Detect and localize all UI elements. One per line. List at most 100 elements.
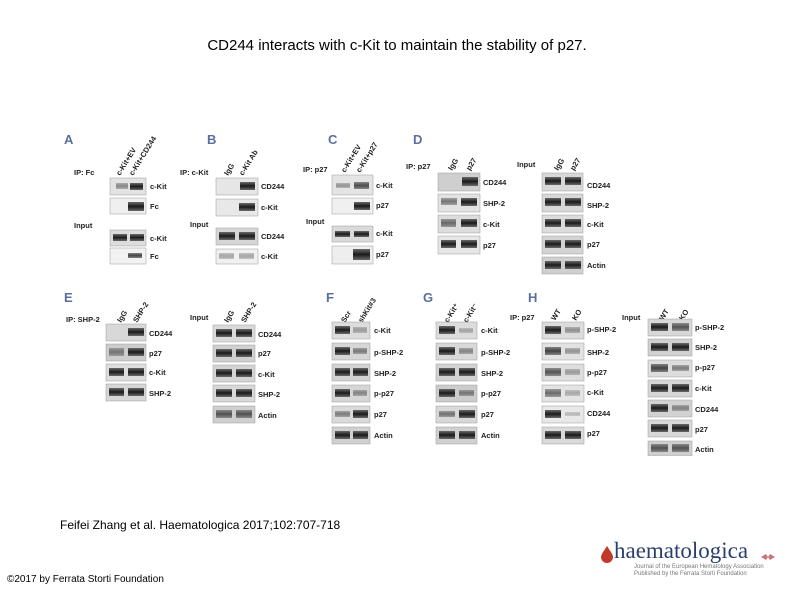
panel-c-row-1: c-Kit [376, 181, 393, 190]
panel-c-blot-3 [331, 225, 374, 243]
panel-d-letter: D [413, 132, 422, 147]
logo-tagline-2: Published by the Ferrata Storti Foundati… [634, 571, 747, 577]
panel-h-input-row-6: p27 [695, 425, 708, 434]
panel-e-input-label: Input [190, 313, 209, 322]
panel-e-ip-label: IP: SHP-2 [66, 315, 100, 324]
panel-h-input-row-3: p-p27 [695, 363, 715, 372]
copyright-notice: ©2017 by Ferrata Storti Foundation [7, 574, 164, 585]
panel-e-input-lane-2: SHP-2 [239, 301, 258, 325]
panel-a-input-label: Input [74, 221, 93, 230]
panel-d-input-row-2: SHP-2 [587, 201, 609, 210]
panel-c-letter: C [328, 132, 338, 147]
panel-g-lane-1: c-Kit⁺ [442, 302, 461, 324]
panel-d-lane-1: IgG [446, 157, 460, 173]
panel-g-lane-2: c-Kit⁻ [461, 302, 480, 324]
panel-f-row-1: c-Kit [374, 326, 391, 335]
panel-g: G c-Kit⁺ c-Kit⁻ c-Kit p-SHP-2 SHP-2 p-p2… [423, 290, 510, 445]
panel-a-row-4: Fc [150, 252, 159, 261]
panel-g-row-4: p-p27 [481, 389, 501, 398]
panel-c-input-label: Input [306, 217, 325, 226]
panel-c-ip-label: IP: p27 [303, 165, 328, 174]
blood-drop-icon [601, 546, 613, 563]
panel-c-row-3: c-Kit [376, 229, 393, 238]
panel-e-input-row-4: SHP-2 [258, 390, 280, 399]
panel-e-input-row-3: c-Kit [258, 370, 275, 379]
panel-b-ip-label: IP: c-Kit [180, 168, 209, 177]
panel-b-lane-1: IgG [222, 162, 236, 178]
panel-g-letter: G [423, 290, 433, 305]
panel-d-ip-row-1: CD244 [483, 178, 507, 187]
panel-d-input-lane-2: p27 [568, 156, 582, 172]
emblem-icon [761, 554, 775, 560]
panel-a-letter: A [64, 132, 74, 147]
panel-h-input-row-7: Actin [695, 445, 714, 454]
panel-f-row-5: p27 [374, 410, 387, 419]
panel-a-ip-label: IP: Fc [74, 168, 94, 177]
panel-h-input-row-1: p-SHP-2 [695, 323, 724, 332]
panel-d-ip-row-2: SHP-2 [483, 199, 505, 208]
panel-e-ip-row-3: c-Kit [149, 368, 166, 377]
panel-d-input-row-3: c-Kit [587, 220, 604, 229]
panel-d-ip-label: IP: p27 [406, 162, 431, 171]
panel-a-row-1: c-Kit [150, 182, 167, 191]
panel-a: A IP: Fc c-Kit+EV c-Kit+CD244 Input c-Ki… [64, 132, 167, 265]
panel-e-input-row-5: Actin [258, 411, 277, 420]
western-blot-figure: A IP: Fc c-Kit+EV c-Kit+CD244 Input c-Ki… [64, 132, 724, 456]
panel-f-letter: F [326, 290, 334, 305]
panel-h-input-row-5: CD244 [695, 405, 719, 414]
panel-d-input-row-5: Actin [587, 261, 606, 270]
panel-b: B IP: c-Kit IgG c-Kit Ab Input CD244 c-K… [180, 132, 285, 265]
panel-b-row-1: CD244 [261, 182, 285, 191]
panel-f-row-3: SHP-2 [374, 369, 396, 378]
panel-d-input-row-1: CD244 [587, 181, 611, 190]
panel-e-letter: E [64, 290, 73, 305]
slide-title: CD244 interacts with c-Kit to maintain t… [207, 37, 587, 54]
panel-f: F Scr shKit#3 c-Kit p-SHP-2 SHP-2 p-p27 … [326, 290, 403, 445]
panel-g-row-5: p27 [481, 410, 494, 419]
panel-e-lane-1: IgG [115, 309, 129, 325]
panel-g-row-2: p-SHP-2 [481, 348, 510, 357]
panel-b-blot-4 [215, 248, 259, 265]
panel-d-ip-row-4: p27 [483, 241, 496, 250]
panel-h-ip-row-5: CD244 [587, 409, 611, 418]
panel-b-row-2: c-Kit [261, 203, 278, 212]
panel-d: D IP: p27 IgG p27 CD244 SHP-2 c-Kit p27 … [406, 132, 611, 275]
panel-d-input-row-4: p27 [587, 240, 600, 249]
panel-a-row-3: c-Kit [150, 234, 167, 243]
panel-h-ip-row-3: p-p27 [587, 368, 607, 377]
panel-e-ip-row-4: SHP-2 [149, 389, 171, 398]
logo-wordmark: haematologica [614, 538, 749, 563]
panel-g-row-6: Actin [481, 431, 500, 440]
panel-h-lane-1: WT [549, 307, 563, 322]
panel-h-letter: H [528, 290, 537, 305]
panel-h-lane-2: KO [570, 308, 584, 322]
panel-h-input-label: Input [622, 313, 641, 322]
panel-d-lane-2: p27 [464, 156, 478, 172]
logo-tagline-1: Journal of the European Hematology Assoc… [634, 564, 764, 570]
panel-c-row-4: p27 [376, 250, 389, 259]
panel-b-lane-2: c-Kit Ab [237, 148, 260, 177]
panel-d-input-lane-1: IgG [552, 157, 566, 173]
panel-e: E IP: SHP-2 IgG SHP-2 CD244 p27 c-Kit SH… [64, 290, 282, 424]
panel-b-input-label: Input [190, 220, 209, 229]
panel-d-ip-row-3: c-Kit [483, 220, 500, 229]
panel-h-ip-row-6: p27 [587, 429, 600, 438]
panel-e-input-row-1: CD244 [258, 330, 282, 339]
panel-f-row-2: p-SHP-2 [374, 348, 403, 357]
panel-h-ip-row-2: SHP-2 [587, 348, 609, 357]
panel-f-lane-2: shKit#3 [356, 296, 378, 324]
panel-e-input-lane-1: IgG [222, 309, 236, 325]
panel-c-blot-1 [331, 174, 374, 196]
panel-e-ip-row-1: CD244 [149, 329, 173, 338]
panel-e-input-row-2: p27 [258, 349, 271, 358]
panel-b-letter: B [207, 132, 216, 147]
panel-e-lane-2: SHP-2 [131, 301, 150, 325]
panel-g-row-3: SHP-2 [481, 369, 503, 378]
panel-g-row-1: c-Kit [481, 326, 498, 335]
panel-d-input-label: Input [517, 160, 536, 169]
citation: Feifei Zhang et al. Haematologica 2017;1… [60, 518, 341, 532]
panel-b-row-4: c-Kit [261, 252, 278, 261]
panel-h-input-row-4: c-Kit [695, 384, 712, 393]
panel-h-ip-row-1: p-SHP-2 [587, 325, 616, 334]
panel-f-row-4: p-p27 [374, 389, 394, 398]
